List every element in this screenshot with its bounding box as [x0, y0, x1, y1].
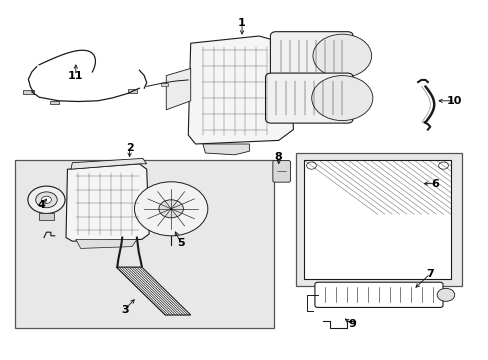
- Circle shape: [306, 162, 316, 169]
- Circle shape: [312, 34, 371, 77]
- Bar: [304, 160, 450, 279]
- Bar: [15, 160, 273, 328]
- FancyBboxPatch shape: [270, 32, 352, 80]
- Text: 10: 10: [446, 96, 462, 106]
- Circle shape: [311, 76, 372, 121]
- FancyBboxPatch shape: [272, 161, 290, 182]
- Circle shape: [159, 200, 183, 218]
- Bar: [50, 101, 59, 104]
- Bar: [23, 90, 34, 94]
- Text: 5: 5: [177, 238, 184, 248]
- Circle shape: [36, 192, 57, 208]
- Circle shape: [134, 182, 207, 236]
- FancyBboxPatch shape: [265, 73, 352, 123]
- Circle shape: [41, 196, 51, 203]
- Text: 7: 7: [426, 269, 433, 279]
- Polygon shape: [166, 68, 190, 110]
- FancyBboxPatch shape: [314, 282, 442, 307]
- Text: 6: 6: [430, 179, 438, 189]
- Polygon shape: [116, 267, 190, 315]
- Text: 2: 2: [125, 143, 133, 153]
- Text: 9: 9: [347, 319, 355, 329]
- Polygon shape: [76, 239, 137, 248]
- Polygon shape: [71, 158, 146, 169]
- Bar: [39, 213, 54, 220]
- Text: 1: 1: [238, 18, 245, 28]
- Circle shape: [438, 162, 447, 169]
- Polygon shape: [188, 36, 293, 144]
- Text: 3: 3: [121, 305, 128, 315]
- Polygon shape: [66, 164, 149, 241]
- Bar: [295, 153, 461, 286]
- Text: 8: 8: [274, 152, 282, 162]
- Circle shape: [436, 288, 454, 301]
- Bar: [128, 89, 137, 93]
- Circle shape: [28, 186, 65, 213]
- Text: 11: 11: [68, 71, 83, 81]
- Text: 4: 4: [38, 200, 45, 210]
- Polygon shape: [203, 144, 249, 155]
- Bar: [161, 83, 168, 86]
